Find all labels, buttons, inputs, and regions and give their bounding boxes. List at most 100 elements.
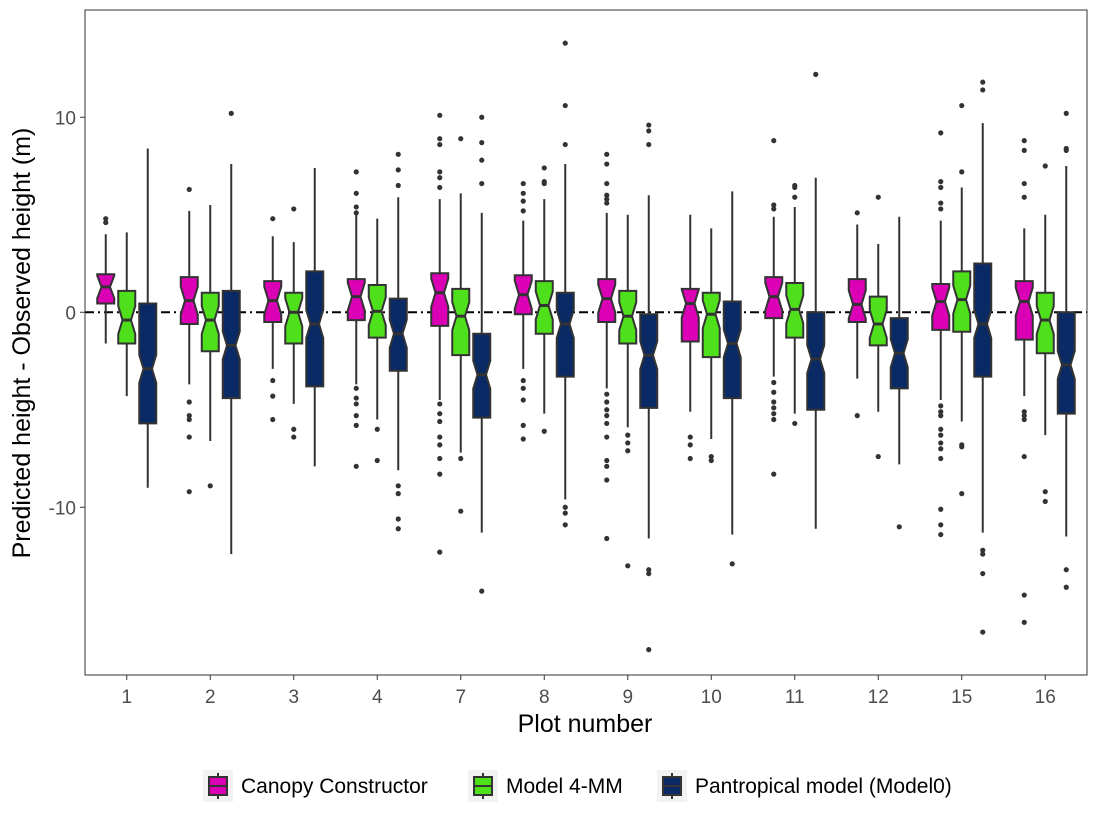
outlier-point: [437, 455, 443, 462]
box-9: [597, 151, 617, 542]
outlier-point: [520, 198, 526, 204]
outlier-point: [479, 588, 485, 594]
outlier-point: [625, 563, 631, 569]
box-16: [1056, 110, 1076, 590]
outlier-point: [687, 442, 693, 448]
outlier-point: [458, 136, 464, 142]
outlier-point: [604, 200, 610, 206]
outlier-point: [437, 549, 443, 555]
box-8: [513, 180, 533, 442]
outlier-point: [959, 102, 965, 109]
outlier-point: [353, 210, 359, 216]
outlier-point: [186, 489, 192, 495]
outlier-point: [479, 157, 485, 163]
outlier-point: [980, 79, 986, 85]
box-body: [806, 311, 826, 411]
outlier-point: [604, 413, 610, 419]
outlier-point: [353, 463, 359, 469]
box-body: [868, 295, 888, 347]
legend-label: Pantropical model (Model0): [695, 775, 952, 798]
box-body: [952, 270, 972, 333]
outlier-point: [980, 87, 986, 93]
outlier-point: [646, 122, 652, 128]
box-15: [973, 79, 993, 635]
outlier-point: [520, 422, 526, 428]
box-body: [451, 287, 471, 357]
box-11: [785, 182, 805, 427]
outlier-point: [792, 420, 798, 427]
y-tick-label: 0: [65, 303, 76, 324]
outlier-point: [896, 524, 902, 530]
outlier-point: [207, 483, 213, 489]
outlier-point: [437, 184, 443, 191]
outlier-point: [562, 510, 568, 516]
outlier-point: [938, 446, 944, 452]
outlier-point: [604, 407, 610, 413]
outlier-point: [708, 453, 714, 460]
box-15: [952, 102, 972, 497]
outlier-point: [1042, 163, 1048, 169]
outlier-point: [479, 140, 485, 146]
outlier-point: [604, 463, 610, 469]
outlier-point: [646, 647, 652, 653]
box-4: [367, 218, 387, 464]
outlier-point: [520, 436, 526, 442]
outlier-point: [186, 434, 192, 440]
outlier-point: [980, 547, 986, 553]
outlier-point: [520, 180, 526, 187]
outlier-point: [646, 141, 652, 148]
series-canopy-constructor: [96, 112, 1034, 625]
panel-border: [84, 9, 1088, 676]
outlier-point: [604, 180, 610, 187]
box-body: [96, 273, 116, 305]
outlier-point: [353, 204, 359, 210]
outlier-point: [270, 377, 276, 384]
box-15: [931, 130, 951, 538]
outlier-point: [1021, 619, 1027, 625]
outlier-point: [374, 457, 380, 464]
box-body: [722, 300, 742, 400]
outlier-point: [980, 570, 986, 577]
outlier-point: [541, 180, 547, 187]
x-tick-label: 9: [622, 687, 633, 708]
x-tick-label: 15: [951, 687, 972, 708]
outlier-point: [437, 169, 443, 175]
box-16: [1014, 138, 1034, 625]
outlier-point: [437, 175, 443, 181]
outlier-point: [980, 629, 986, 635]
box-16: [1035, 163, 1055, 505]
series-model-4-mm: [117, 102, 1055, 569]
outlier-point: [270, 393, 276, 399]
outlier-point: [1042, 489, 1048, 495]
box-body: [430, 272, 450, 327]
outlier-point: [437, 418, 443, 425]
outlier-point: [771, 379, 777, 386]
x-tick-label: 12: [868, 687, 889, 708]
outlier-point: [604, 192, 610, 198]
outlier-point: [1021, 592, 1027, 598]
series-pantropical-model-model0-: [138, 40, 1076, 653]
box-2: [200, 205, 220, 489]
box-7: [472, 114, 492, 594]
box-body: [639, 313, 659, 409]
box-2: [221, 110, 241, 555]
outlier-point: [771, 416, 777, 423]
x-tick-label: 2: [205, 687, 216, 708]
outlier-point: [625, 432, 631, 438]
box-body: [138, 302, 158, 425]
outlier-point: [353, 413, 359, 419]
legend-label: Canopy Constructor: [241, 775, 428, 798]
outlier-point: [854, 413, 860, 419]
outlier-point: [520, 397, 526, 403]
box-12: [889, 216, 909, 530]
box-body: [1035, 291, 1055, 355]
box-body: [200, 291, 220, 353]
outlier-point: [353, 169, 359, 175]
outlier-point: [729, 561, 735, 567]
outlier-point: [270, 416, 276, 423]
outlier-point: [687, 434, 693, 440]
x-tick-label: 11: [785, 687, 805, 708]
outlier-point: [103, 216, 109, 222]
outlier-point: [291, 206, 297, 212]
outlier-point: [938, 455, 944, 462]
